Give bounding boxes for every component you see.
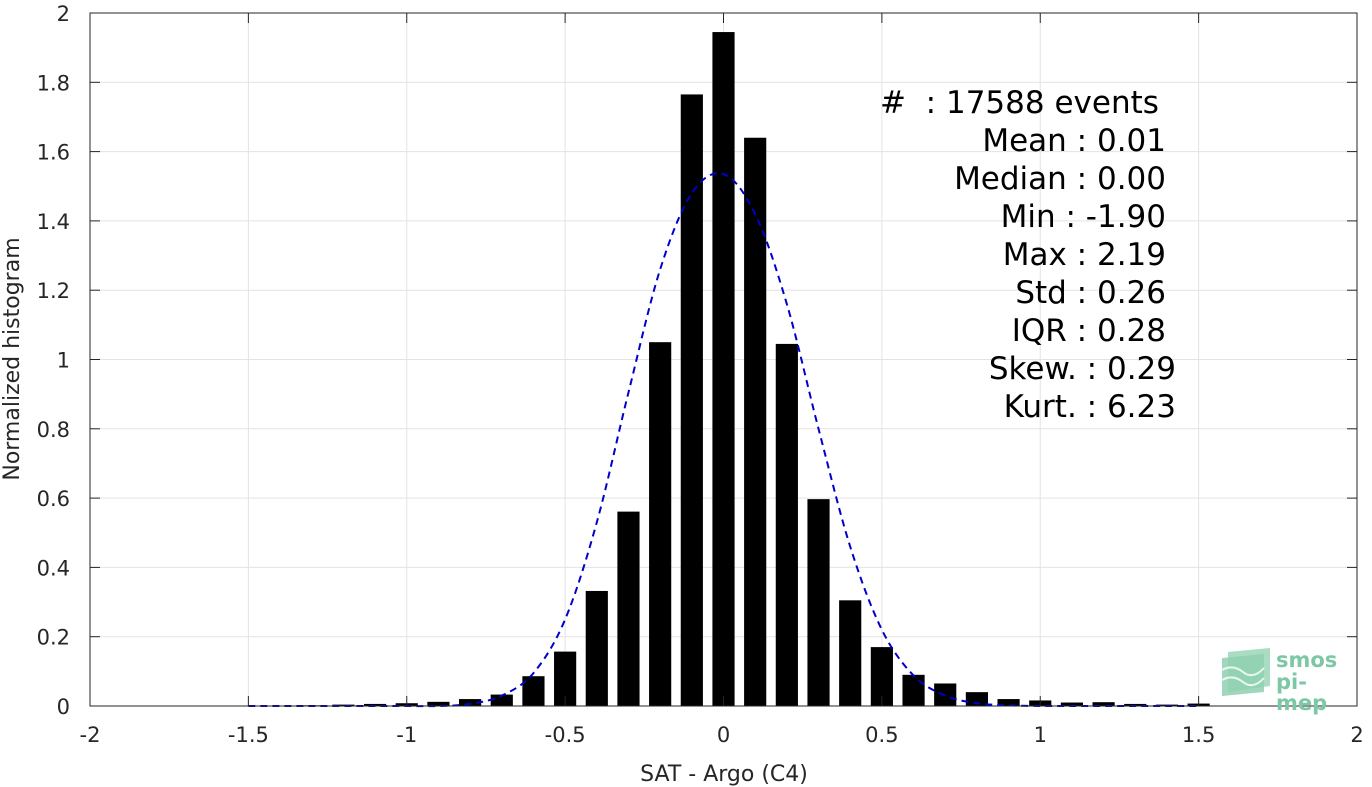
stats-box: # : 17588 events Mean : 0.01 Median : 0.…	[880, 84, 1176, 426]
histogram-bar	[427, 701, 450, 706]
histogram-bar	[870, 647, 893, 706]
y-tick-label: 0.8	[37, 418, 70, 442]
y-tick-label: 1.8	[37, 71, 70, 95]
y-tick-label: 0	[57, 695, 70, 719]
stat-events: # : 17588 events	[880, 85, 1159, 121]
y-tick-label: 1.4	[37, 210, 70, 234]
x-tick-label: -1	[396, 723, 417, 747]
histogram-bar	[839, 600, 862, 706]
histogram-bar	[744, 137, 767, 707]
stat-std: Std : 0.26	[1015, 275, 1166, 311]
y-tick-label: 1.6	[37, 141, 70, 165]
histogram-bar	[1124, 703, 1147, 706]
stat-mean: Mean : 0.01	[982, 123, 1166, 159]
x-axis-label: SAT - Argo (C4)	[640, 762, 808, 787]
histogram-bar	[1092, 702, 1115, 706]
histogram-bar	[965, 692, 988, 706]
x-tick-label: 1	[1034, 723, 1047, 747]
smos-pimep-logo: smos pi-mep	[1218, 646, 1358, 714]
x-tick-label: -0.5	[545, 723, 586, 747]
histogram-bars	[237, 32, 1210, 707]
x-tick-label: 2	[1350, 723, 1363, 747]
histogram-bar	[1060, 702, 1084, 706]
histogram-bar	[680, 94, 703, 707]
axes-frame	[89, 12, 1358, 707]
logo-text-pimep: pi-mep	[1276, 670, 1328, 715]
histogram-bar	[997, 699, 1020, 706]
y-tick-label: 2	[57, 2, 70, 26]
histogram-bar	[617, 511, 640, 706]
x-tick-label: -2	[80, 723, 101, 747]
y-axis-label: Normalized histogram	[0, 237, 25, 480]
logo-text-smos: smos	[1276, 648, 1338, 672]
histogram-bar	[902, 674, 925, 706]
x-tick-label: 1.5	[1182, 723, 1215, 747]
stat-min: Min : -1.90	[1000, 199, 1166, 235]
stat-iqr: IQR : 0.28	[1011, 313, 1166, 349]
histogram-bar	[775, 343, 798, 706]
histogram-bar	[459, 699, 482, 706]
histogram-bar	[585, 590, 608, 706]
histogram-bar	[807, 499, 830, 706]
logo-mark-icon	[1221, 648, 1270, 696]
y-tick-label: 1.2	[37, 279, 70, 303]
histogram-bar	[554, 651, 577, 706]
histogram-bar	[363, 703, 387, 706]
stat-median: Median : 0.00	[954, 161, 1166, 197]
y-tick-label: 1	[57, 349, 70, 373]
y-tick-label: 0.4	[37, 556, 70, 580]
x-tick-label: 0.5	[865, 723, 898, 747]
histogram-bar	[522, 676, 545, 706]
histogram-bar	[490, 694, 513, 706]
stat-max: Max : 2.19	[1002, 237, 1166, 273]
histogram-bar	[649, 342, 672, 706]
histogram-bar	[332, 704, 355, 706]
stat-kurt: Kurt. : 6.23	[1003, 389, 1176, 425]
histogram-bar	[712, 32, 735, 707]
x-tick-label: 0	[717, 723, 730, 747]
y-tick-label: 0.6	[37, 487, 70, 511]
y-tick-label: 0.2	[37, 626, 70, 650]
stat-skew: Skew. : 0.29	[988, 351, 1176, 387]
x-tick-label: -1.5	[228, 723, 269, 747]
y-tick-labels: 0 0.2 0.4 0.6 0.8 1 1.2 1.4 1.6 1.8 2	[37, 2, 70, 719]
x-tick-labels: -2 -1.5 -1 -0.5 0 0.5 1 1.5 2	[80, 723, 1364, 747]
